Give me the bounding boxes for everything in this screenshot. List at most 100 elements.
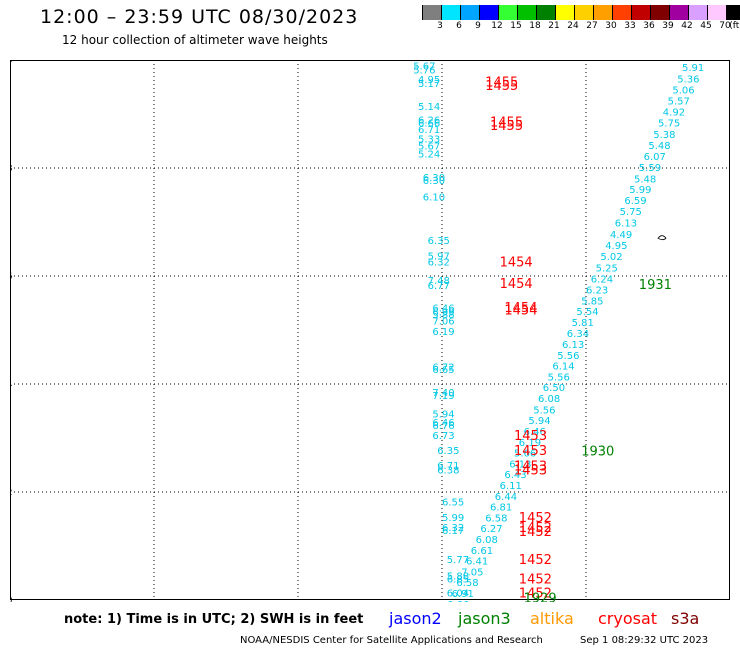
time-label-cryosat: 1452 [519, 525, 552, 540]
swh-value-cryosat: 6.17 [442, 526, 464, 537]
footer-timestamp: Sep 1 08:29:32 UTC 2023 [580, 635, 709, 646]
time-label-jason3: 1931 [639, 278, 672, 293]
y-tick-label: 16 [10, 272, 13, 282]
time-label-cryosat: 1454 [500, 277, 533, 292]
swh-value-jason3: 6.24 [591, 275, 613, 286]
swh-value-jason3: 5.57 [668, 97, 690, 108]
swh-value-cryosat: 4.95 [418, 75, 440, 86]
y-tick-label: 10 [10, 596, 13, 602]
swh-value-cryosat: 5.88 [432, 310, 454, 321]
swh-value-jason3: 6.19 [519, 438, 541, 449]
time-label-cryosat: 1455 [485, 79, 518, 94]
y-tick-label: 20 [10, 60, 13, 66]
swh-value-cryosat: 5.14 [418, 102, 440, 113]
swh-value-cryosat: 6.38 [437, 465, 459, 476]
satellite-name-cryosat: cryosat [598, 609, 658, 628]
legend-swatch [517, 5, 536, 20]
swh-value-jason3: 6.58 [485, 513, 507, 524]
swh-value-jason3: 6.46 [524, 427, 546, 438]
footer-credit: NOAA/NESDIS Center for Satellite Applica… [240, 635, 543, 646]
legend-label: 18 [529, 21, 541, 31]
swh-value-cryosat: 5.17 [418, 79, 440, 90]
swh-value-jason3: 6.13 [615, 219, 637, 230]
swh-value-cryosat: 6.73 [432, 431, 454, 442]
swh-value-jason3: 5.75 [620, 207, 642, 218]
swh-value-jason3: 5.81 [572, 318, 594, 329]
legend-label: 12 [491, 21, 503, 31]
swh-value-cryosat: 6.71 [437, 461, 459, 472]
swh-value-jason3: 5.91 [682, 63, 704, 74]
swh-value-jason3: 5.75 [658, 119, 680, 130]
swh-value-cryosat: 6.66 [418, 119, 440, 130]
swh-value-jason3: 6.91 [452, 589, 474, 600]
swh-value-jason3: 6.44 [495, 492, 517, 503]
swh-value-cryosat: 5.67 [418, 141, 440, 152]
swh-value-cryosat: 6.46 [432, 303, 454, 314]
legend-label: 45 [700, 21, 712, 31]
plot-frame [10, 60, 730, 600]
legend-swatch [688, 5, 707, 20]
swh-value-cryosat: 6.30 [423, 173, 445, 184]
y-tick-label: 14 [10, 380, 13, 390]
island-outline [657, 235, 667, 241]
legend-label: 24 [567, 21, 579, 31]
time-label-cryosat: 1454 [504, 303, 537, 318]
time-label-cryosat: 1454 [504, 301, 537, 316]
legend-label: 21 [548, 21, 560, 31]
legend-unit: (ft) [729, 21, 740, 31]
swh-value-cryosat: 7.06 [432, 316, 454, 327]
swh-value-jason3: 5.54 [576, 307, 598, 318]
swh-value-jason3: 6.59 [624, 196, 646, 207]
legend-label: 9 [475, 21, 481, 31]
legend-swatch [536, 5, 555, 20]
swh-value-cryosat: 6.77 [428, 281, 450, 292]
legend-swatch [707, 5, 726, 20]
legend-label: 36 [643, 21, 655, 31]
swh-value-jason3: 5.56 [548, 372, 570, 383]
swh-value-jason3: 4.95 [605, 241, 627, 252]
swh-value-jason3: 6.11 [500, 481, 522, 492]
swh-value-jason3: 6.43 [504, 470, 526, 481]
time-label-cryosat: 1452 [519, 553, 552, 568]
legend-swatch [612, 5, 631, 20]
time-label-cryosat: 1452 [519, 521, 552, 536]
swh-value-cryosat: 6.35 [437, 446, 459, 457]
legend-swatch [555, 5, 574, 20]
legend-swatch [669, 5, 688, 20]
swh-value-jason3: 6.27 [480, 524, 502, 535]
legend-label: 15 [510, 21, 522, 31]
chart-title: 12:00 – 23:59 UTC 08/30/2023 [40, 6, 359, 28]
legend-swatch [479, 5, 498, 20]
time-label-cryosat: 1452 [519, 586, 552, 601]
time-label-cryosat: 1455 [485, 76, 518, 91]
swh-value-cryosat: 6.55 [442, 498, 464, 509]
legend-label: 42 [681, 21, 693, 31]
swh-value-cryosat: 5.67 [413, 61, 435, 72]
swh-value-jason3: 6.58 [456, 578, 478, 589]
swh-value-cryosat: 5.24 [418, 149, 440, 160]
swh-value-jason3: 6.08 [476, 535, 498, 546]
swh-value-cryosat: 5.88 [447, 572, 469, 583]
swh-value-jason3: 6.08 [538, 394, 560, 405]
chart-subtitle: 12 hour collection of altimeter wave hei… [62, 33, 328, 47]
swh-value-cryosat: 6.35 [428, 236, 450, 247]
swh-value-jason3: 6.41 [466, 557, 488, 568]
swh-value-cryosat: 6.19 [432, 327, 454, 338]
satellite-name-jason3: jason3 [458, 609, 511, 628]
swh-value-jason3: 5.02 [600, 252, 622, 263]
swh-value-jason3: 6.13 [562, 340, 584, 351]
legend-swatch [593, 5, 612, 20]
swh-value-cryosat: 6.85 [447, 574, 469, 585]
swh-value-jason3: 5.25 [596, 263, 618, 274]
legend-swatch [422, 5, 441, 20]
swh-value-cryosat: 5.94 [432, 410, 454, 421]
legend-swatch [460, 5, 479, 20]
swh-value-jason3: 6.66 [447, 600, 469, 602]
legend-label: 27 [586, 21, 598, 31]
satellite-name-s3a: s3a [671, 609, 700, 628]
swh-value-jason3: 5.99 [629, 185, 651, 196]
swh-value-jason3: 5.59 [639, 163, 661, 174]
swh-value-cryosat: 6.30 [423, 176, 445, 187]
swh-value-cryosat: 6.26 [418, 115, 440, 126]
legend-label: 70 [719, 21, 731, 31]
